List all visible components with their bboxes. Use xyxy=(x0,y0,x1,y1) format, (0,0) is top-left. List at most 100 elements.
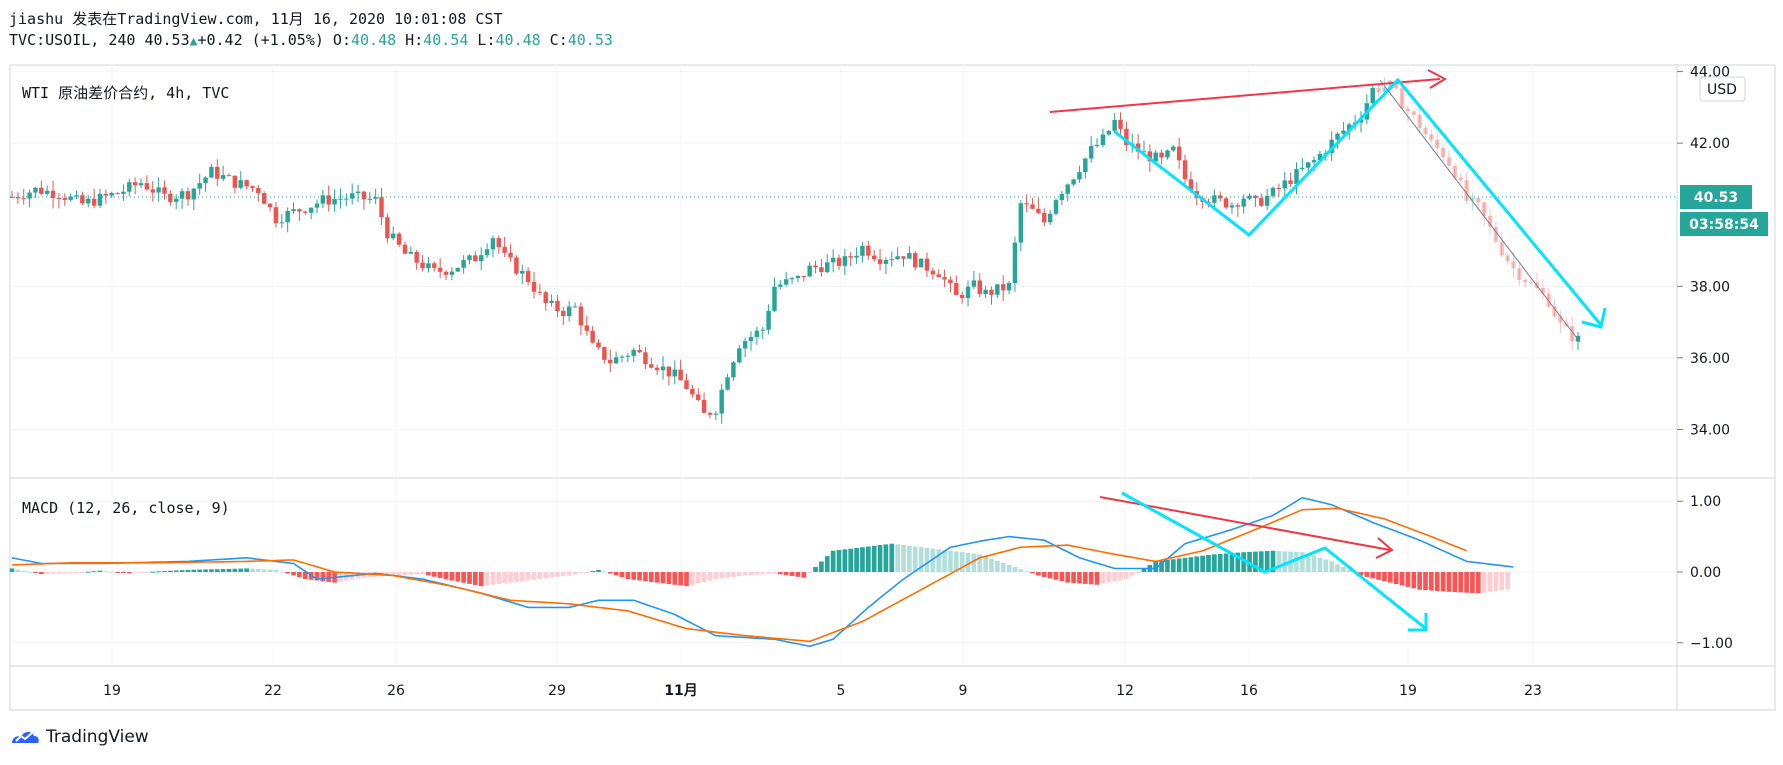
candle-body xyxy=(402,244,408,254)
histogram-bar xyxy=(414,572,420,575)
candle-body xyxy=(1452,165,1458,178)
histogram-bar xyxy=(191,569,197,572)
up-arrow-icon: ▲ xyxy=(189,34,198,49)
candle-body xyxy=(795,275,801,279)
histogram-bar xyxy=(1241,552,1247,572)
histogram-bar xyxy=(1129,572,1135,576)
histogram-bar xyxy=(637,572,642,581)
candle-body xyxy=(1135,143,1141,152)
candle-body xyxy=(1083,158,1088,173)
chart-frame xyxy=(9,64,1776,711)
tradingview-footer[interactable]: TradingView xyxy=(10,727,149,747)
close-label: C: xyxy=(549,31,568,49)
candle-body xyxy=(1176,146,1182,161)
currency-badge[interactable] xyxy=(1699,76,1746,102)
candle-body xyxy=(625,355,631,357)
histogram-bar xyxy=(942,550,947,572)
histogram-bar xyxy=(267,569,273,572)
price-tick-label: 38.00 xyxy=(1690,279,1730,295)
histogram-bar xyxy=(1065,572,1071,583)
cyan-zigzag xyxy=(1114,77,1603,326)
histogram-bar xyxy=(748,572,754,576)
histogram-bar xyxy=(484,572,490,586)
histogram-bar xyxy=(654,572,660,583)
candle-body xyxy=(965,286,971,299)
histogram-bar xyxy=(1000,562,1006,572)
candle-body xyxy=(1370,87,1375,104)
histogram-bar xyxy=(690,572,695,585)
candle-body xyxy=(39,187,44,194)
candle-body xyxy=(1042,212,1047,223)
candle-body xyxy=(918,258,924,268)
candle-body xyxy=(877,259,883,264)
candle-body xyxy=(1358,119,1364,123)
candle-body xyxy=(349,193,355,199)
histogram-bar xyxy=(684,572,689,587)
candle-body xyxy=(1522,279,1528,283)
candle-body xyxy=(678,369,683,381)
histogram-bar xyxy=(1282,551,1288,572)
histogram-bar xyxy=(232,568,238,572)
macd-line xyxy=(11,496,1514,648)
histogram-bar xyxy=(602,571,607,573)
publish-text: jiashu 发表在TradingView.com, 11月 16, 2020 … xyxy=(9,10,503,28)
histogram-bar xyxy=(1212,554,1217,572)
candle-body xyxy=(942,277,947,280)
candle-body xyxy=(525,270,531,282)
histogram-bar xyxy=(660,572,666,584)
histogram-bar xyxy=(842,549,848,572)
candle-body xyxy=(1300,167,1305,170)
candle-body xyxy=(361,191,367,200)
histogram-bar xyxy=(261,569,267,572)
histogram-bar xyxy=(1258,551,1264,572)
candle-body xyxy=(1165,150,1170,158)
histogram-bar xyxy=(824,556,830,572)
candle-body xyxy=(1012,242,1018,284)
candle-body xyxy=(1100,134,1106,145)
histogram-bar xyxy=(1317,557,1323,572)
histogram-bar xyxy=(291,572,296,576)
candle-body xyxy=(789,278,795,280)
histogram-bar xyxy=(1399,572,1405,586)
candle-body xyxy=(1458,177,1463,181)
histogram-bar xyxy=(1176,558,1182,572)
histogram-bar xyxy=(1341,567,1346,572)
candle-body xyxy=(68,196,73,200)
histogram-bar xyxy=(578,572,584,574)
candle-body xyxy=(602,347,607,360)
histogram-bar xyxy=(525,572,531,581)
candle-body xyxy=(21,198,26,200)
histogram-bar xyxy=(807,572,813,573)
price-tick-label: 42.00 xyxy=(1690,136,1730,152)
histogram-bar xyxy=(1059,572,1065,582)
histogram-bar xyxy=(1323,559,1329,572)
candle-body xyxy=(1399,88,1405,109)
candle-body xyxy=(1053,200,1059,214)
candle-body xyxy=(819,267,824,273)
candle-body xyxy=(1000,284,1006,291)
candle-body xyxy=(1065,184,1070,194)
histogram-bar xyxy=(1499,572,1505,591)
brand-name: TradingView xyxy=(46,727,149,747)
candle-body xyxy=(913,253,918,268)
candle-body xyxy=(1347,124,1352,131)
candle-body xyxy=(514,257,519,274)
candle-body xyxy=(1440,147,1446,158)
candle-body xyxy=(1470,197,1475,201)
histogram-bar xyxy=(91,571,97,573)
histogram-bar xyxy=(502,572,508,584)
candle-body xyxy=(308,207,314,213)
candle-body xyxy=(197,183,202,189)
candle-body xyxy=(1505,255,1510,262)
time-tick-label: 19 xyxy=(1399,683,1417,699)
candle-body xyxy=(203,177,208,184)
histogram-bar xyxy=(965,552,971,572)
candle-body xyxy=(1382,87,1387,93)
candle-body xyxy=(813,265,818,268)
histogram-bar xyxy=(836,550,842,572)
histogram-bar xyxy=(1229,553,1235,572)
histogram-bar xyxy=(1018,569,1024,572)
candle-body xyxy=(555,300,560,312)
candle-body xyxy=(1217,195,1223,199)
